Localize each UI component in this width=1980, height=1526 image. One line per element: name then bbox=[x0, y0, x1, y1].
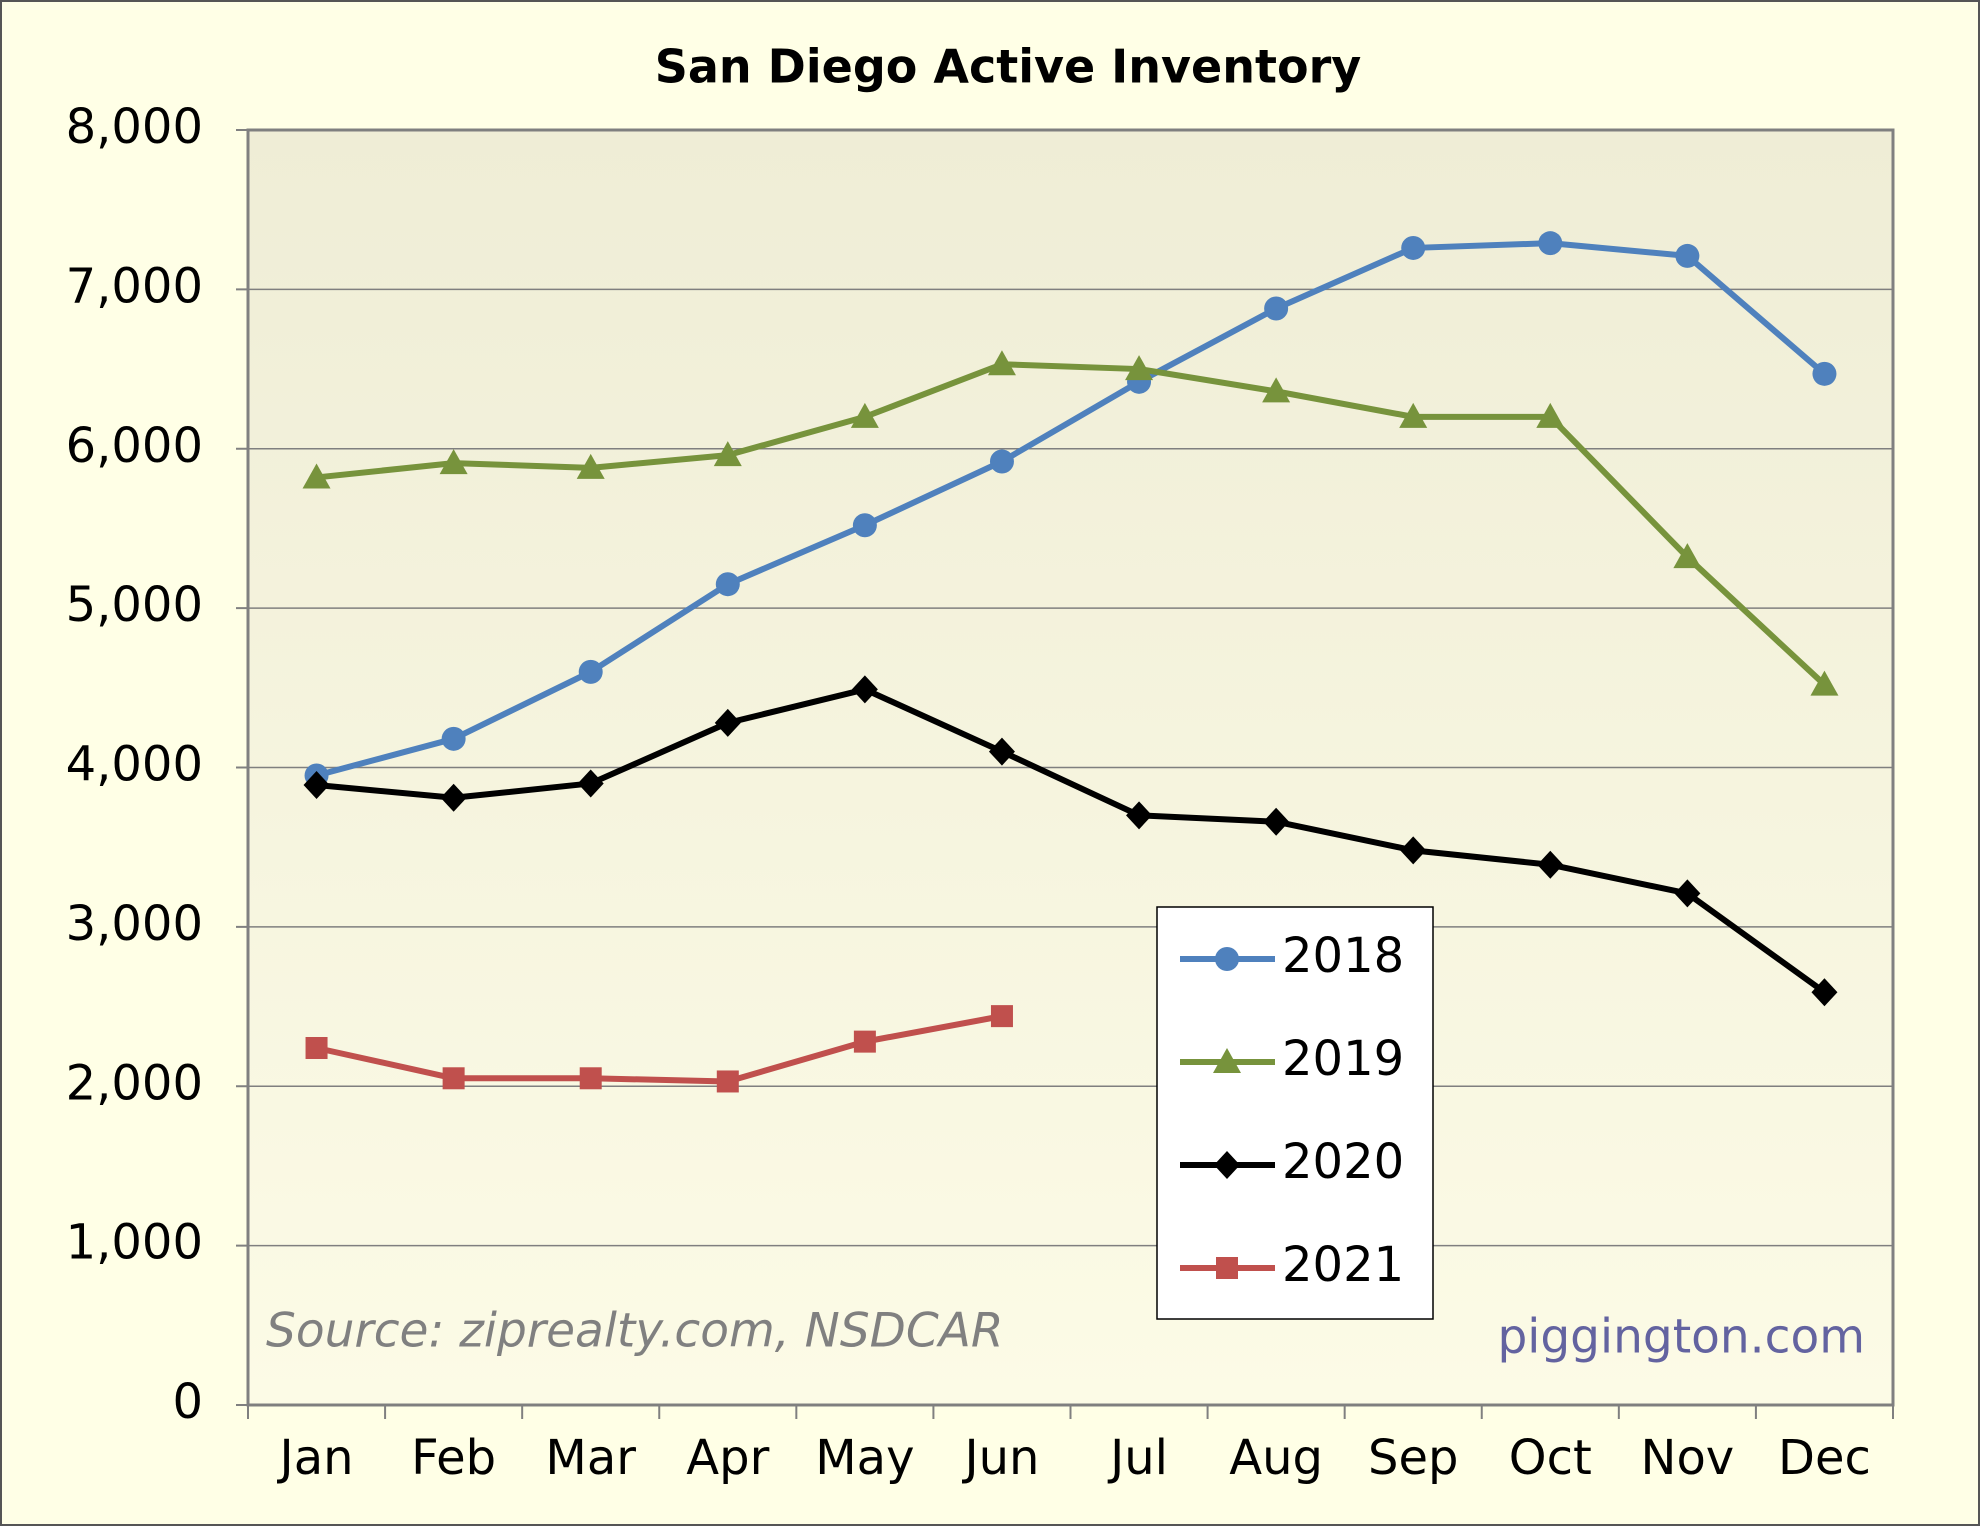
marker bbox=[1264, 296, 1289, 321]
marker bbox=[1673, 543, 1702, 569]
legend-label: 2021 bbox=[1282, 1237, 1404, 1293]
x-tick-label: Jul bbox=[1107, 1430, 1168, 1486]
marker bbox=[716, 1070, 739, 1093]
x-tick-label: Mar bbox=[545, 1430, 636, 1486]
marker bbox=[1399, 402, 1428, 428]
y-tick-label: 1,000 bbox=[66, 1215, 203, 1271]
marker bbox=[713, 441, 742, 467]
marker bbox=[990, 1005, 1013, 1028]
x-tick-label: Jun bbox=[961, 1430, 1039, 1486]
marker bbox=[576, 453, 605, 479]
legend-label: 2019 bbox=[1282, 1031, 1404, 1087]
marker bbox=[1674, 879, 1701, 908]
x-tick-label: Nov bbox=[1641, 1430, 1735, 1486]
series-line bbox=[315, 240, 1827, 779]
marker bbox=[579, 1067, 602, 1090]
marker bbox=[1263, 807, 1290, 836]
series-line bbox=[316, 686, 1827, 995]
marker bbox=[1536, 402, 1565, 428]
marker bbox=[714, 708, 741, 737]
marker bbox=[851, 675, 878, 704]
y-tick-label: 5,000 bbox=[66, 577, 203, 633]
source-note: Source: ziprealty.com, NSDCAR bbox=[266, 1304, 1004, 1359]
marker bbox=[1126, 801, 1153, 830]
y-tick-label: 7,000 bbox=[66, 258, 203, 314]
marker bbox=[853, 1030, 876, 1053]
x-tick-label: Sep bbox=[1368, 1430, 1458, 1486]
y-tick-label: 2,000 bbox=[66, 1055, 203, 1111]
y-tick-label: 8,000 bbox=[66, 99, 203, 155]
marker bbox=[1216, 1257, 1238, 1279]
x-tick-label: May bbox=[815, 1430, 914, 1486]
marker bbox=[1537, 850, 1564, 879]
marker bbox=[1812, 361, 1837, 386]
chart-title: San Diego Active Inventory bbox=[655, 40, 1362, 94]
marker bbox=[989, 449, 1014, 474]
y-tick-label: 0 bbox=[172, 1374, 203, 1430]
y-tick-label: 4,000 bbox=[66, 737, 203, 793]
marker bbox=[715, 572, 740, 597]
x-tick-label: Jan bbox=[277, 1430, 354, 1486]
marker bbox=[302, 463, 331, 489]
marker bbox=[578, 659, 603, 684]
watermark: piggington.com bbox=[1497, 1310, 1865, 1365]
y-tick-label: 3,000 bbox=[66, 896, 203, 952]
legend-label: 2020 bbox=[1282, 1134, 1404, 1190]
marker bbox=[1401, 235, 1426, 260]
marker bbox=[1215, 947, 1239, 971]
x-tick-label: Aug bbox=[1229, 1430, 1323, 1486]
marker bbox=[1214, 1151, 1240, 1179]
marker bbox=[439, 449, 468, 475]
marker bbox=[305, 1037, 328, 1059]
legend-label: 2018 bbox=[1282, 928, 1404, 984]
marker bbox=[1538, 231, 1563, 256]
marker bbox=[1213, 1048, 1241, 1073]
marker bbox=[1262, 377, 1291, 403]
marker bbox=[1125, 355, 1154, 381]
marker bbox=[1400, 836, 1427, 865]
marker bbox=[441, 726, 466, 751]
marker bbox=[303, 771, 330, 800]
marker bbox=[440, 783, 467, 812]
x-tick-label: Oct bbox=[1509, 1430, 1592, 1486]
marker bbox=[987, 350, 1016, 376]
marker bbox=[1675, 243, 1700, 268]
marker bbox=[988, 737, 1015, 766]
legend-box bbox=[1156, 906, 1434, 1320]
marker bbox=[852, 513, 877, 538]
marker bbox=[1810, 670, 1839, 696]
x-tick-label: Feb bbox=[411, 1430, 496, 1486]
marker bbox=[1811, 978, 1838, 1007]
y-tick-label: 6,000 bbox=[66, 418, 203, 474]
marker bbox=[442, 1067, 465, 1090]
marker bbox=[577, 769, 604, 798]
series-line bbox=[315, 1013, 1003, 1085]
x-tick-label: Dec bbox=[1778, 1430, 1871, 1486]
series-line bbox=[316, 361, 1827, 687]
marker bbox=[850, 402, 879, 428]
x-tick-label: Apr bbox=[686, 1430, 769, 1486]
